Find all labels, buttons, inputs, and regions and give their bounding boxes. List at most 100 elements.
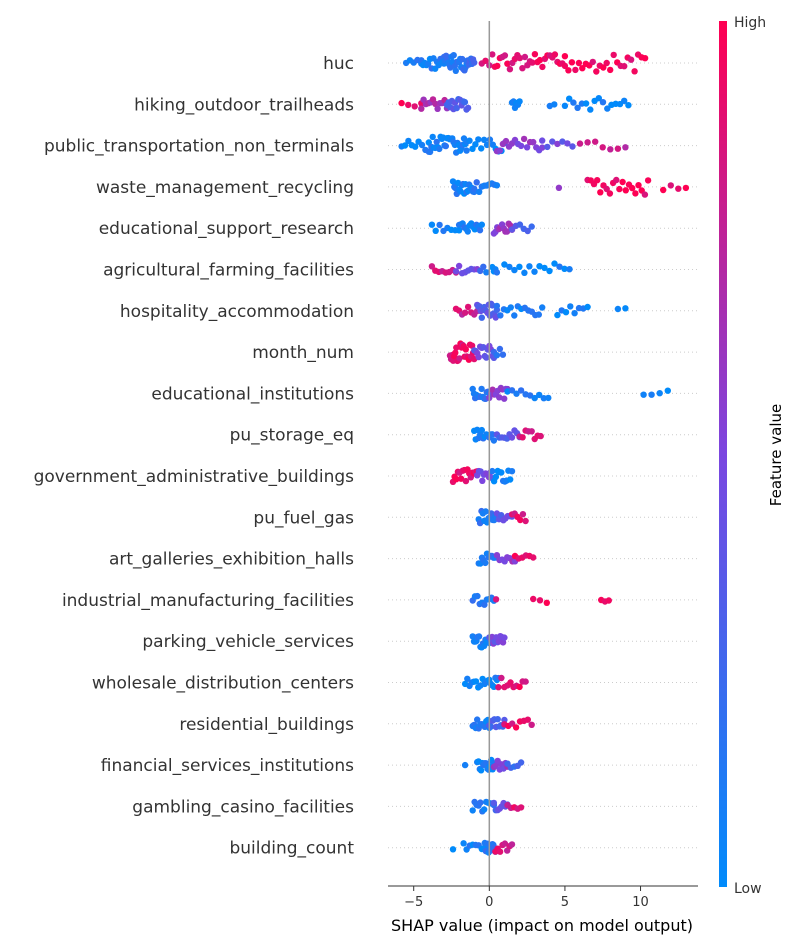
shap-point (530, 554, 537, 561)
shap-point (675, 185, 682, 192)
shap-point (595, 95, 602, 102)
shap-point (506, 263, 513, 271)
feature-label: parking_vehicle_services (142, 632, 354, 652)
shap-point (434, 105, 441, 113)
shap-point (506, 66, 514, 73)
shap-point (660, 186, 667, 194)
shap-point (497, 312, 504, 319)
shap-point (477, 767, 485, 774)
shap-point (464, 228, 471, 235)
shap-point (536, 391, 543, 399)
shap-point (418, 141, 426, 149)
shap-point (517, 516, 524, 524)
shap-point (627, 56, 635, 63)
shap-point (512, 724, 520, 731)
shap-point (457, 475, 465, 482)
shap-point (593, 68, 600, 75)
x-axis-label: SHAP value (impact on model output) (391, 916, 693, 935)
shap-point (641, 55, 649, 62)
feature-label: public_transportation_non_terminals (44, 137, 354, 157)
shap-point (613, 176, 620, 184)
shap-point (605, 597, 612, 604)
feature-label: waste_management_recycling (96, 178, 354, 198)
feature-label: wholesale_distribution_centers (92, 674, 354, 694)
shap-point (412, 143, 419, 150)
shap-point (567, 303, 574, 310)
shap-point (464, 303, 472, 311)
shap-point (450, 52, 457, 59)
shap-point (522, 678, 529, 685)
shap-point (569, 143, 576, 150)
shap-point (475, 136, 482, 143)
shap-point (584, 303, 591, 311)
shap-point (544, 143, 551, 151)
feature-label: pu_storage_eq (230, 426, 354, 446)
shap-point (644, 177, 652, 184)
shap-point (513, 390, 520, 397)
shap-point (521, 269, 528, 276)
shap-point (492, 596, 500, 603)
shap-point (524, 227, 531, 235)
shap-point (556, 263, 563, 270)
colorbar-low-label: Low (734, 881, 762, 897)
shap-point (462, 346, 469, 353)
shap-point (561, 62, 569, 70)
shap-point (551, 260, 558, 267)
shap-point (575, 59, 583, 67)
shap-point (604, 105, 611, 112)
shap-point (476, 188, 483, 195)
shap-point (494, 716, 501, 723)
shap-point (511, 266, 518, 274)
shap-point (455, 262, 463, 270)
shap-point (517, 387, 525, 394)
shap-point (508, 434, 516, 441)
shap-point (603, 59, 610, 67)
shap-point (614, 145, 622, 152)
shap-point (472, 141, 479, 148)
shap-point (571, 310, 578, 317)
shap-point (511, 312, 518, 319)
shap-point (475, 633, 483, 640)
shap-point (498, 469, 505, 476)
shap-point (516, 98, 523, 105)
shap-point (495, 684, 502, 691)
shap-point (475, 353, 482, 361)
shap-point (432, 100, 439, 108)
shap-point (519, 434, 526, 441)
shap-point (640, 391, 647, 398)
shap-point (631, 68, 638, 75)
shap-point (429, 133, 436, 141)
shap-point (551, 101, 558, 108)
shap-point (501, 840, 509, 847)
shap-point (498, 674, 505, 682)
shap-point (524, 716, 531, 723)
shap-point (493, 302, 501, 310)
shap-point (453, 476, 460, 483)
shap-point (667, 182, 674, 189)
feature-label: month_num (252, 343, 354, 363)
shap-point (564, 140, 571, 147)
shap-point (587, 106, 594, 113)
shap-point (572, 66, 579, 74)
shap-point (543, 599, 550, 606)
shap-point (483, 269, 490, 276)
shap-point (482, 559, 489, 567)
shap-point (599, 144, 606, 151)
shap-point (516, 263, 523, 270)
feature-label: building_count (229, 839, 354, 859)
shap-point (536, 263, 543, 270)
shap-point (565, 67, 572, 74)
shap-point (464, 675, 471, 682)
shap-point (545, 394, 552, 402)
shap-point (461, 761, 469, 769)
shap-point (493, 269, 501, 276)
feature-label: pu_fuel_gas (253, 508, 354, 528)
shap-point (490, 437, 498, 444)
shap-point (482, 508, 489, 515)
shap-point (625, 102, 632, 109)
shap-point (453, 344, 460, 351)
shap-point (460, 840, 467, 847)
shap-point (574, 104, 581, 112)
x-tick-label: −5 (404, 895, 423, 910)
shap-point (592, 138, 599, 145)
